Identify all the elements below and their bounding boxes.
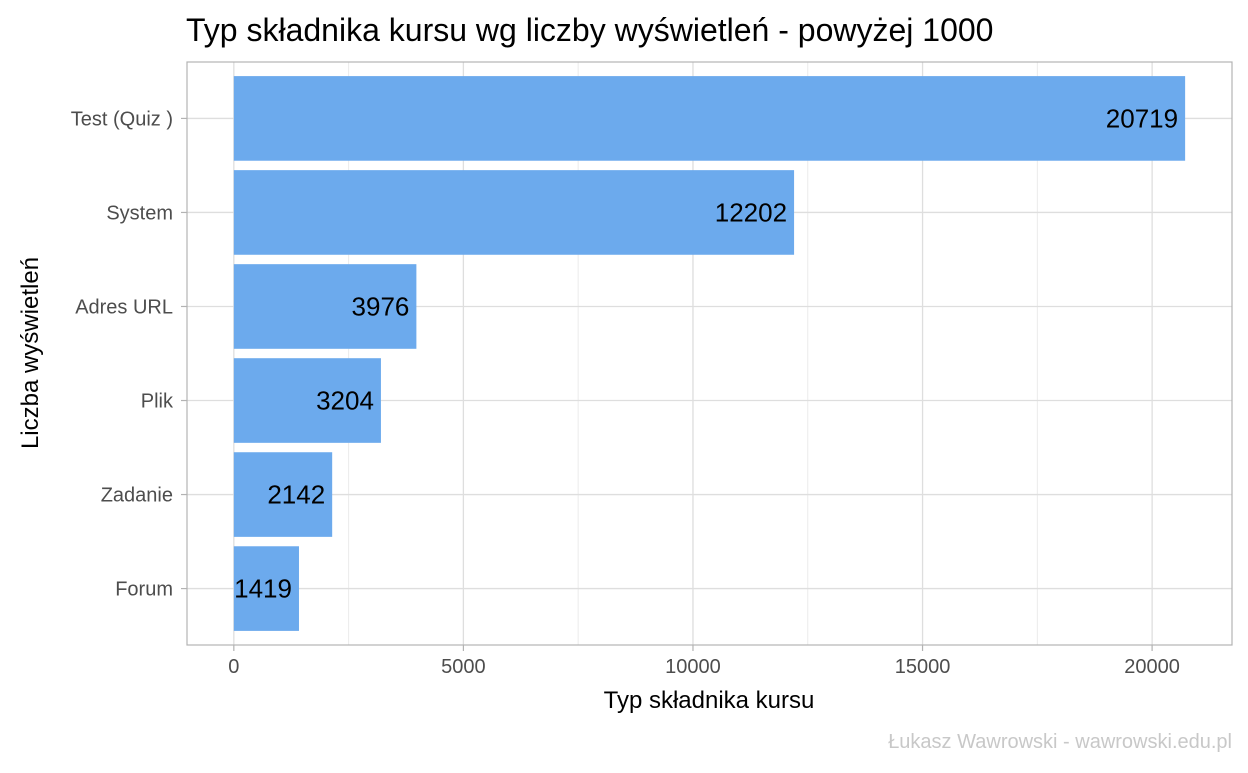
x-axis: 0 5000 10000 15000 20000 [228, 645, 1180, 678]
chart-title: Typ składnika kursu wg liczby wyświetleń… [186, 12, 993, 48]
bar [233, 546, 299, 631]
y-tick-label: Plik [141, 391, 174, 413]
bar [233, 264, 417, 349]
bar-value-label: 12202 [715, 197, 787, 227]
bar [233, 76, 1186, 161]
x-tick-label: 0 [228, 656, 239, 678]
bars [233, 76, 1186, 631]
y-tick-label: System [106, 202, 173, 224]
bar-value-label: 20719 [1106, 103, 1178, 133]
caption: Łukasz Wawrowski - wawrowski.edu.pl [888, 731, 1232, 753]
bar [233, 170, 795, 255]
bar-labels: 20719 12202 3976 3204 2142 1419 [234, 103, 1178, 603]
y-tick-label: Forum [115, 579, 173, 601]
x-tick-label: 10000 [665, 656, 721, 678]
y-tick-label: Zadanie [101, 485, 173, 507]
y-axis: Test (Quiz ) System Adres URL Plik Zadanie Fo… [71, 108, 187, 601]
y-tick-label: Adres URL [75, 296, 173, 318]
bar-value-label: 1419 [234, 574, 292, 604]
x-tick-label: 5000 [441, 656, 486, 678]
bar-value-label: 3976 [352, 291, 410, 321]
bar-value-label: 3204 [316, 386, 374, 416]
y-tick-label: Test (Quiz ) [71, 108, 173, 130]
x-axis-title: Typ składnika kursu [604, 687, 815, 714]
x-tick-label: 15000 [895, 656, 951, 678]
x-tick-label: 20000 [1124, 656, 1180, 678]
bar [233, 452, 333, 537]
bar [233, 358, 381, 443]
plot-border [186, 61, 1233, 646]
bar-value-label: 2142 [267, 480, 325, 510]
y-axis-title: Liczba wyświetleń [17, 257, 44, 449]
